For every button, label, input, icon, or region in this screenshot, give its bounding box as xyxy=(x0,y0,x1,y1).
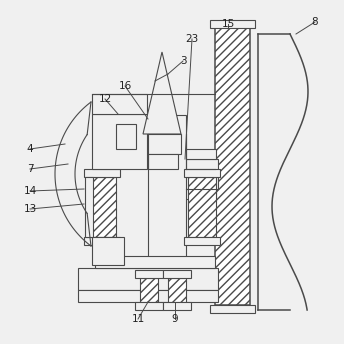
Bar xyxy=(215,28,250,305)
Bar xyxy=(184,237,220,245)
Polygon shape xyxy=(143,52,181,134)
Bar xyxy=(148,115,186,270)
Bar xyxy=(92,114,147,169)
Bar xyxy=(92,94,147,114)
Bar xyxy=(85,177,93,237)
Text: 15: 15 xyxy=(222,19,235,29)
Bar xyxy=(92,237,124,265)
Bar xyxy=(78,290,218,302)
Bar xyxy=(84,169,120,177)
Bar xyxy=(145,134,181,154)
Text: 9: 9 xyxy=(172,314,178,324)
Bar xyxy=(135,302,163,310)
Text: 8: 8 xyxy=(312,17,318,27)
Text: 7: 7 xyxy=(27,164,33,174)
Text: 11: 11 xyxy=(131,314,144,324)
Bar xyxy=(135,270,163,278)
Bar xyxy=(210,20,255,28)
Text: 23: 23 xyxy=(185,34,198,44)
Text: 4: 4 xyxy=(27,144,33,154)
Text: 16: 16 xyxy=(118,81,132,91)
Text: 3: 3 xyxy=(180,56,186,66)
Bar xyxy=(188,177,216,237)
Bar xyxy=(170,149,216,159)
Bar xyxy=(84,237,120,245)
Bar xyxy=(184,169,220,177)
Bar xyxy=(168,278,186,302)
Bar xyxy=(88,177,116,237)
Bar xyxy=(210,305,255,313)
Bar xyxy=(148,154,178,169)
Text: 14: 14 xyxy=(23,186,36,196)
Text: 13: 13 xyxy=(23,204,36,214)
Text: 12: 12 xyxy=(98,94,111,104)
Bar xyxy=(170,189,216,199)
Bar xyxy=(78,268,218,290)
Bar xyxy=(163,302,191,310)
Bar xyxy=(95,256,215,268)
Bar xyxy=(168,159,218,189)
Bar xyxy=(116,124,136,149)
Bar xyxy=(140,278,158,302)
Bar xyxy=(163,270,191,278)
